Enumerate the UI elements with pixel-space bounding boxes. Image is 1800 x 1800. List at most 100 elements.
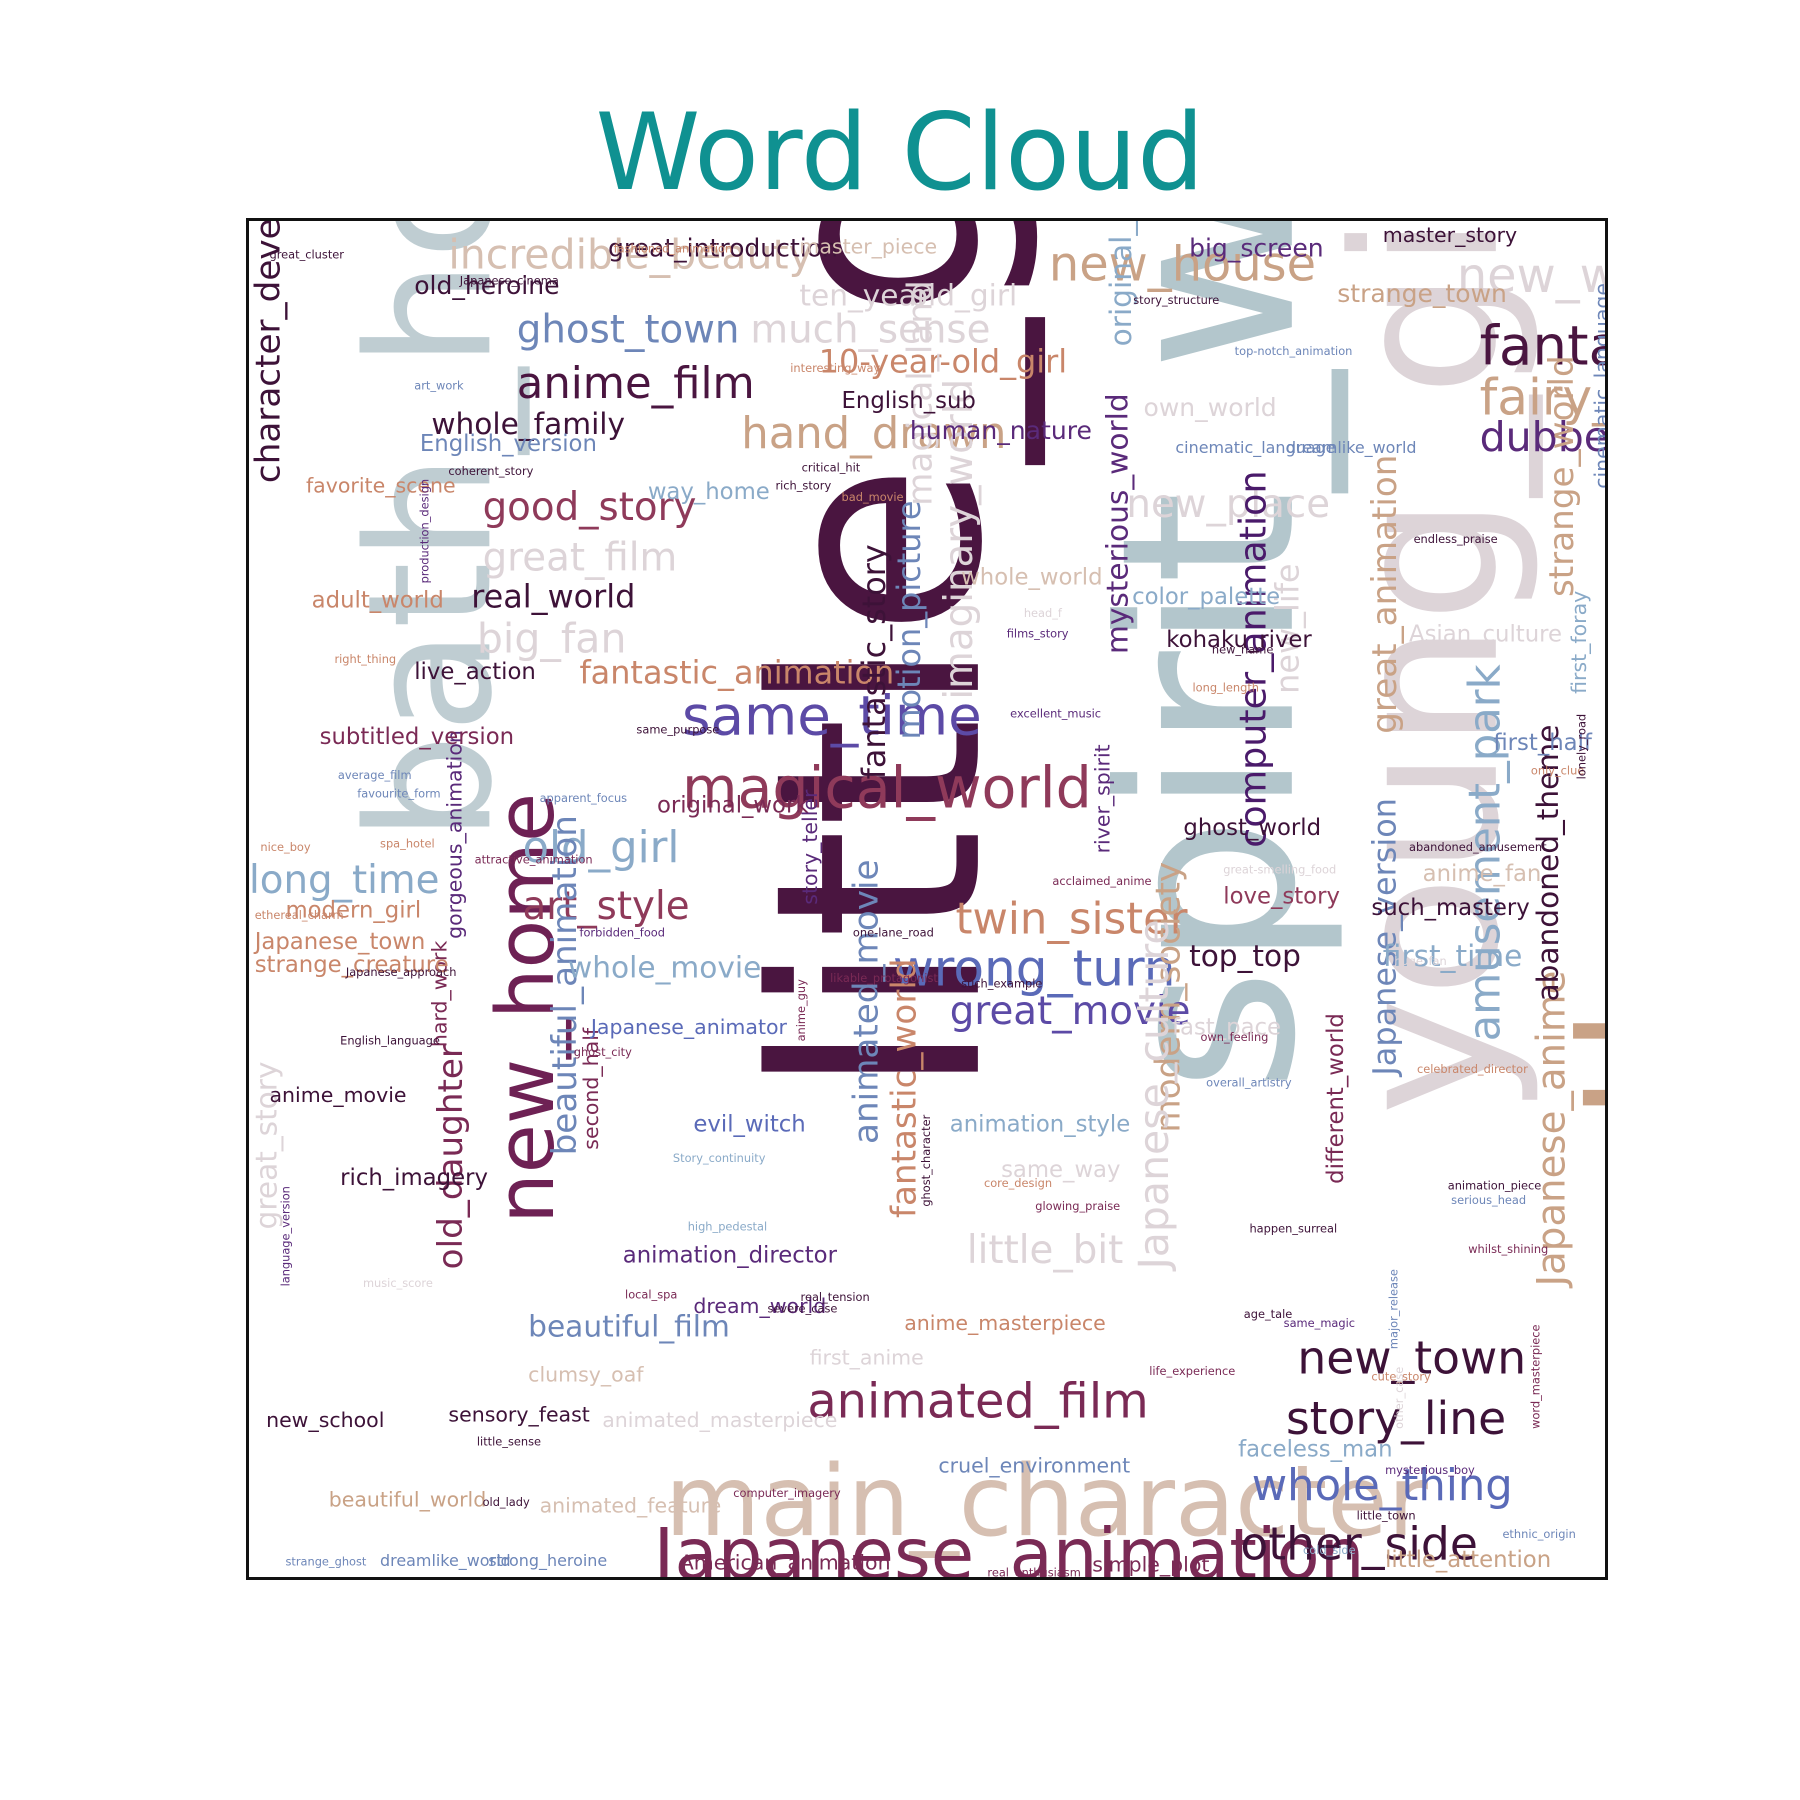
word-180: high_pedestal <box>688 1219 767 1233</box>
word-171: anime_guy <box>794 979 808 1042</box>
word-143: head_f <box>1024 606 1063 620</box>
word-177: animation_piece <box>1448 1178 1542 1192</box>
word-158: attractive_animation <box>475 852 593 866</box>
word-21: great_movie <box>950 989 1191 1034</box>
word-56: beautiful_animation <box>545 815 585 1155</box>
word-157: abandoned_amusement <box>1409 840 1547 854</box>
word-18: dubbed_version <box>1480 413 1605 461</box>
word-150: average_film <box>338 768 412 782</box>
word-196: mysterious_boy <box>1385 1463 1475 1477</box>
word-88: live_action <box>414 659 536 685</box>
word-35: much_sense <box>750 307 990 352</box>
word-78: human_nature <box>910 416 1092 445</box>
word-116: sensory_feast <box>448 1402 589 1427</box>
word-57: old_daughter <box>431 1043 471 1269</box>
word-23: story_line <box>1286 1392 1506 1445</box>
word-173: overall_artistry <box>1206 1076 1292 1090</box>
word-113: anime_masterpiece <box>904 1311 1106 1336</box>
word-3: theme_park <box>1545 221 1605 1121</box>
word-175: ghost_character <box>919 1114 933 1206</box>
word-8: magical_world <box>682 755 1092 821</box>
word-75: master_story <box>1383 223 1517 248</box>
word-28: art_style <box>522 884 689 929</box>
word-119: faceless_man <box>1238 1436 1392 1462</box>
word-195: other_case <box>1392 1367 1406 1429</box>
word-126: simple_plot <box>1092 1553 1209 1577</box>
word-203: real_enthusiasm <box>987 1566 1080 1577</box>
word-48: original_name <box>1104 221 1138 346</box>
word-98: strange_creature <box>255 952 449 978</box>
word-160: acclaimed_anime <box>1052 874 1151 888</box>
word-118: new_school <box>266 1408 384 1433</box>
word-163: one-lane_road <box>853 925 934 939</box>
word-16: anime_film <box>517 359 755 409</box>
word-7: new_home <box>479 793 572 1224</box>
word-90: first_half <box>1493 730 1593 756</box>
word-87: Asian_culture <box>1409 622 1562 648</box>
word-159: great-smelling_food <box>1223 863 1336 877</box>
word-2: young_girl <box>1312 221 1544 1116</box>
word-50: imaginary_world <box>937 379 982 700</box>
word-12: fairy_tale <box>1480 368 1605 427</box>
word-110: animation_director <box>623 1243 838 1269</box>
word-0: little_girl <box>715 221 1049 1098</box>
word-97: Japanese_town <box>253 929 426 955</box>
word-80: English_version <box>420 431 597 457</box>
word-184: music_score <box>363 1276 433 1290</box>
word-42: Japanese_version <box>1365 798 1403 1078</box>
word-122: animated_feature <box>540 1493 722 1518</box>
word-183: language_version <box>279 1186 293 1286</box>
word-102: Japanese_animator <box>589 1015 788 1040</box>
word-124: strong_heroine <box>488 1551 607 1571</box>
word-54: animated_movie <box>847 860 887 1144</box>
word-141: endless_praise <box>1414 532 1498 546</box>
word-103: fast_pace <box>1172 1015 1281 1041</box>
word-174: Story_continuity <box>673 1151 766 1165</box>
word-37: new_place <box>1126 482 1330 527</box>
word-156: spa_hotel <box>380 836 435 850</box>
word-22: animated_film <box>807 1375 1148 1430</box>
word-40: amusement_park <box>1460 664 1510 1041</box>
word-24: new_town <box>1297 1332 1526 1385</box>
word-188: age_tale <box>1244 1307 1292 1321</box>
word-145: new_name <box>1212 643 1273 657</box>
word-51: magical_land <box>900 280 940 506</box>
word-81: favorite_scene <box>306 474 456 499</box>
word-31: great_film <box>483 535 678 580</box>
word-170: ghost_city <box>574 1045 632 1059</box>
word-142: production_design <box>418 479 432 584</box>
word-20: twin_sister <box>955 895 1187 945</box>
word-161: ethereal_charm <box>255 908 344 922</box>
word-176: core_design <box>984 1176 1052 1190</box>
word-167: such_example <box>961 977 1042 991</box>
word-19: wrong_turn <box>893 939 1176 998</box>
word-105: evil_witch <box>693 1112 805 1138</box>
word-17: hand_drawn <box>741 409 1006 459</box>
word-86: kohaku_river <box>1166 627 1312 653</box>
word-106: animation_style <box>950 1112 1130 1138</box>
word-60: hard_work <box>428 941 453 1048</box>
word-127: little_attention <box>1385 1547 1551 1573</box>
word-178: serious_head <box>1451 1193 1526 1207</box>
word-76: strange_town <box>1337 279 1507 308</box>
word-192: cute_story <box>1371 1370 1431 1384</box>
word-62: story_teller <box>798 789 823 905</box>
word-153: lonely_road <box>1574 714 1588 779</box>
word-91: original_work <box>657 792 809 818</box>
word-108: same_way <box>1001 1157 1120 1183</box>
word-41: Japanese_anime <box>1530 971 1575 1289</box>
word-72: old_girl <box>910 278 1017 312</box>
word-74: big_screen <box>1189 233 1324 262</box>
word-39: computer_animation <box>1231 470 1274 847</box>
word-43: great_animation <box>1365 455 1405 734</box>
word-27: old_girl <box>522 823 679 873</box>
word-70: great_introduction <box>608 233 838 262</box>
word-194: little_sense <box>477 1435 541 1449</box>
word-30: good_story <box>483 485 697 530</box>
word-149: same_purpose <box>636 722 719 736</box>
word-198: old_lady <box>483 1495 530 1509</box>
word-61: second_half <box>579 1027 604 1150</box>
word-131: story_structure <box>1133 293 1219 307</box>
word-64: different_world <box>1323 1013 1349 1184</box>
word-46: modern_society <box>1149 862 1189 1133</box>
